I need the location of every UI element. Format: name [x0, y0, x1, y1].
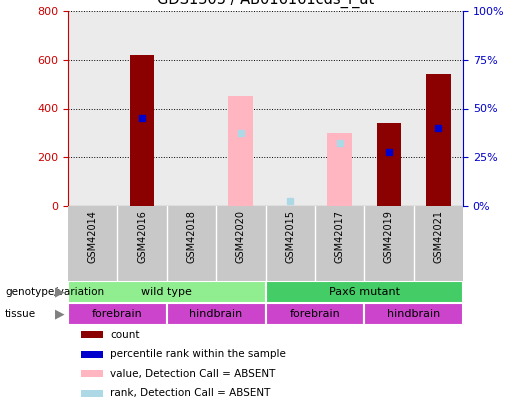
- Text: ▶: ▶: [56, 286, 65, 298]
- Text: GSM42018: GSM42018: [186, 210, 196, 262]
- Bar: [167, 303, 266, 325]
- Text: Pax6 mutant: Pax6 mutant: [329, 287, 400, 297]
- Text: genotype/variation: genotype/variation: [5, 287, 104, 297]
- Text: GSM42021: GSM42021: [433, 210, 443, 263]
- Text: wild type: wild type: [141, 287, 192, 297]
- Bar: [80, 390, 104, 397]
- Text: ▶: ▶: [56, 307, 65, 320]
- Text: tissue: tissue: [5, 309, 36, 319]
- Bar: [364, 303, 463, 325]
- Text: GSM42016: GSM42016: [137, 210, 147, 262]
- Text: GSM42014: GSM42014: [88, 210, 98, 262]
- Bar: [376, 123, 401, 206]
- Text: GSM42020: GSM42020: [236, 210, 246, 263]
- Bar: [327, 133, 352, 206]
- Bar: [266, 281, 463, 303]
- Text: forebrain: forebrain: [92, 309, 143, 319]
- Text: count: count: [110, 330, 140, 340]
- Text: GSM42015: GSM42015: [285, 210, 295, 263]
- Bar: [229, 96, 253, 206]
- Text: rank, Detection Call = ABSENT: rank, Detection Call = ABSENT: [110, 388, 270, 398]
- Text: hindbrain: hindbrain: [190, 309, 243, 319]
- Bar: [80, 370, 104, 377]
- Text: GSM42019: GSM42019: [384, 210, 394, 262]
- Bar: [80, 351, 104, 358]
- Text: forebrain: forebrain: [289, 309, 340, 319]
- Bar: [266, 303, 364, 325]
- Bar: [426, 75, 451, 206]
- Text: GSM42017: GSM42017: [335, 210, 345, 263]
- Text: value, Detection Call = ABSENT: value, Detection Call = ABSENT: [110, 369, 276, 379]
- Bar: [130, 55, 154, 206]
- Title: GDS1305 / AB016161cds_i_at: GDS1305 / AB016161cds_i_at: [157, 0, 374, 8]
- Bar: [68, 303, 167, 325]
- Text: percentile rank within the sample: percentile rank within the sample: [110, 349, 286, 359]
- Bar: [68, 281, 266, 303]
- Bar: [80, 331, 104, 338]
- Text: hindbrain: hindbrain: [387, 309, 440, 319]
